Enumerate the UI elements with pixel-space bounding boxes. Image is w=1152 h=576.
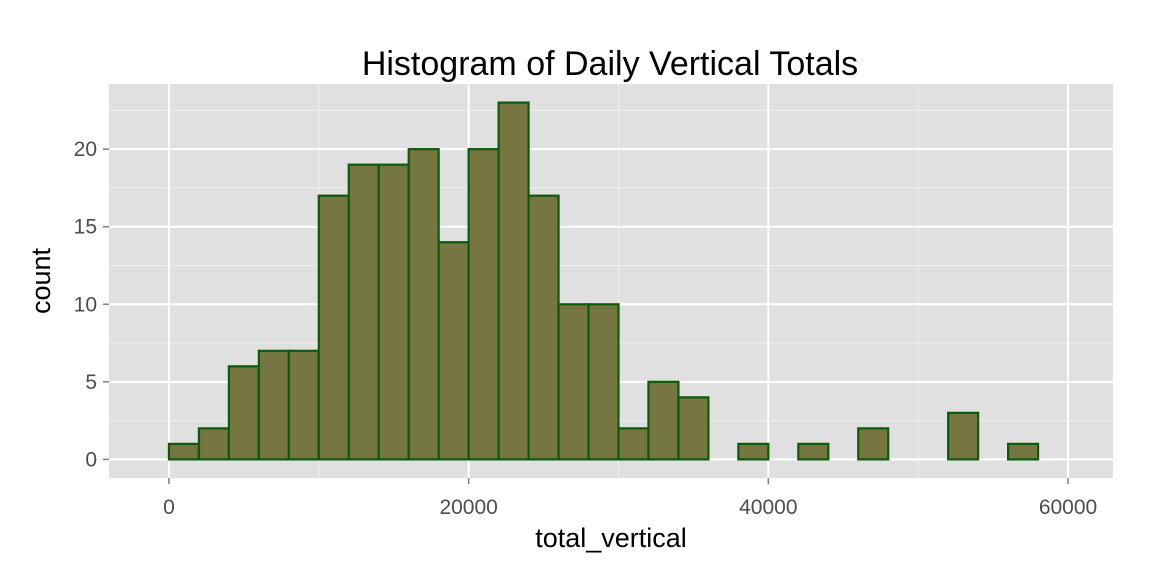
- histogram-bar: [527, 194, 560, 461]
- histogram-bar: [407, 148, 440, 461]
- y-tick-label: 10: [74, 293, 97, 316]
- histogram-bar: [947, 411, 980, 461]
- chart-title: Histogram of Daily Vertical Totals: [362, 45, 858, 83]
- histogram-bar: [1007, 442, 1040, 461]
- x-tick-label: 0: [163, 496, 175, 519]
- histogram-bar: [587, 303, 620, 461]
- x-tick-labels: 0 20000 40000 60000: [163, 496, 1097, 519]
- y-tick-label: 5: [85, 371, 97, 394]
- y-tick-labels: 0 5 10 15 20: [74, 138, 97, 471]
- histogram-bar: [647, 380, 680, 461]
- x-tick-label: 60000: [1039, 496, 1097, 519]
- histogram-bar: [317, 194, 350, 461]
- x-tick-label: 40000: [739, 496, 797, 519]
- histogram-bar: [197, 427, 230, 461]
- y-tick-label: 20: [74, 138, 97, 161]
- histogram-bar: [257, 349, 290, 461]
- histogram-bar: [347, 163, 380, 461]
- histogram-bar: [377, 163, 410, 461]
- histogram-bar: [557, 303, 590, 461]
- histogram-bar: [287, 349, 320, 461]
- histogram-bars: [167, 101, 1040, 461]
- histogram-bar: [467, 148, 500, 461]
- y-tick-label: 0: [85, 448, 97, 471]
- histogram-bar: [617, 427, 650, 461]
- histogram-bar: [497, 101, 530, 461]
- y-tick-label: 15: [74, 216, 97, 239]
- y-axis-title: count: [26, 247, 56, 314]
- histogram-bar: [167, 442, 201, 461]
- histogram-bar: [437, 241, 470, 461]
- histogram-bar: [797, 442, 830, 461]
- histogram-bar: [227, 365, 260, 461]
- x-tick-label: 20000: [439, 496, 497, 519]
- histogram-bar: [677, 396, 710, 461]
- axis-ticks: [103, 148, 1069, 484]
- histogram-bar: [737, 442, 770, 461]
- x-axis-title: total_vertical: [535, 523, 687, 553]
- histogram-bar: [857, 427, 890, 461]
